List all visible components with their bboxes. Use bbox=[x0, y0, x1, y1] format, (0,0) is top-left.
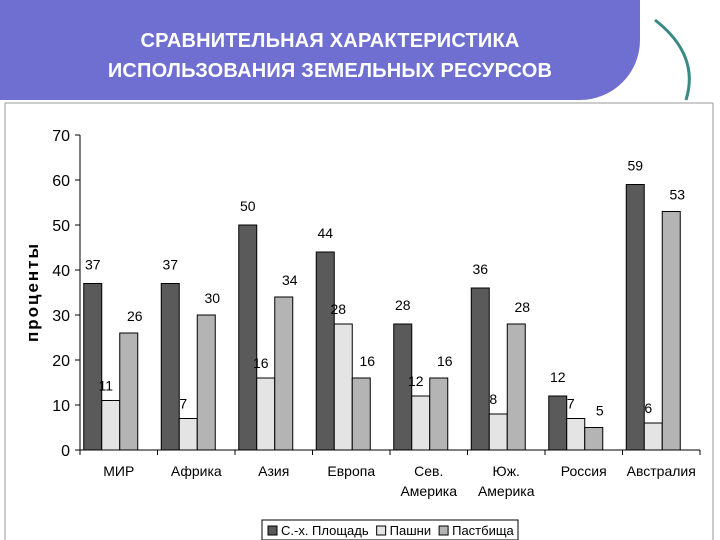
bar bbox=[429, 377, 449, 451]
x-category-label: Азия bbox=[258, 463, 289, 479]
bar bbox=[351, 377, 371, 451]
data-label: 12 bbox=[408, 373, 424, 389]
x-category-label: Сев. bbox=[414, 463, 443, 479]
data-label: 59 bbox=[627, 158, 643, 174]
x-category-label: МИР bbox=[103, 463, 134, 479]
bar bbox=[101, 400, 121, 451]
x-category-label: Россия bbox=[561, 463, 607, 479]
y-tick-label: 60 bbox=[52, 173, 70, 190]
bar bbox=[548, 395, 568, 451]
page-title: СРАВНИТЕЛЬНАЯ ХАРАКТЕРИСТИКА ИСПОЛЬЗОВАН… bbox=[0, 26, 660, 86]
data-label: 28 bbox=[330, 301, 346, 317]
data-label: 34 bbox=[282, 272, 298, 288]
data-label: 44 bbox=[317, 225, 333, 241]
title-banner bbox=[0, 0, 640, 100]
x-category-label: Австралия bbox=[627, 463, 696, 479]
page-title-line-2: ИСПОЛЬЗОВАНИЯ ЗЕМЕЛЬНЫХ РЕСУРСОВ bbox=[107, 60, 553, 82]
x-category-label: Европа bbox=[327, 463, 375, 479]
bar bbox=[584, 427, 604, 451]
bar bbox=[256, 377, 276, 451]
x-category-label: Америка bbox=[400, 483, 457, 499]
y-tick-label: 40 bbox=[52, 263, 70, 280]
bar bbox=[506, 323, 526, 451]
x-category-label: Юж. bbox=[493, 463, 520, 479]
legend-label: Пастбища bbox=[452, 523, 514, 538]
y-tick-label: 70 bbox=[52, 128, 70, 145]
y-tick-label: 50 bbox=[52, 218, 70, 235]
bar bbox=[411, 395, 431, 451]
data-label: 50 bbox=[240, 198, 256, 214]
data-label: 5 bbox=[596, 403, 604, 419]
data-label: 36 bbox=[472, 261, 488, 277]
y-tick-label: 10 bbox=[52, 398, 70, 415]
data-label: 7 bbox=[179, 396, 187, 412]
bar bbox=[119, 332, 139, 451]
bar bbox=[315, 251, 335, 451]
legend-label: С.-х. Площадь bbox=[281, 523, 369, 538]
data-label: 28 bbox=[395, 297, 411, 313]
y-tick-label: 30 bbox=[52, 308, 70, 325]
data-label: 16 bbox=[359, 353, 375, 369]
bar bbox=[333, 323, 353, 451]
x-category-label: Америка bbox=[478, 483, 535, 499]
bar bbox=[238, 224, 258, 451]
bar bbox=[661, 211, 681, 451]
data-label: 37 bbox=[85, 257, 101, 273]
data-label: 8 bbox=[489, 391, 497, 407]
bar bbox=[470, 287, 490, 451]
bar bbox=[178, 418, 198, 451]
banner-swoosh-decoration bbox=[654, 18, 691, 101]
data-label: 16 bbox=[437, 353, 453, 369]
data-label: 53 bbox=[669, 187, 685, 203]
data-label: 30 bbox=[204, 290, 220, 306]
bar bbox=[566, 418, 586, 451]
bar bbox=[274, 296, 294, 451]
data-label: 16 bbox=[253, 355, 269, 371]
bar bbox=[488, 413, 508, 451]
data-label: 26 bbox=[127, 308, 143, 324]
data-label: 11 bbox=[98, 378, 113, 394]
legend-swatch bbox=[376, 525, 387, 536]
data-label: 12 bbox=[550, 369, 566, 385]
data-label: 28 bbox=[514, 299, 530, 315]
bar bbox=[625, 184, 645, 451]
legend-swatch bbox=[267, 525, 278, 536]
x-category-label: Африка bbox=[171, 463, 222, 479]
bar bbox=[196, 314, 216, 451]
y-tick-label: 0 bbox=[61, 443, 70, 460]
legend-box bbox=[261, 519, 519, 540]
data-label: 6 bbox=[644, 400, 652, 416]
y-tick-label: 20 bbox=[52, 353, 70, 370]
data-label: 37 bbox=[162, 257, 178, 273]
legend-swatch bbox=[438, 525, 449, 536]
page-title-line-1: СРАВНИТЕЛЬНАЯ ХАРАКТЕРИСТИКА bbox=[140, 30, 520, 52]
data-label: 7 bbox=[567, 396, 575, 412]
y-axis-title: проценты bbox=[23, 242, 42, 342]
bar bbox=[393, 323, 413, 451]
legend-label: Пашни bbox=[390, 523, 431, 538]
bar bbox=[643, 422, 663, 451]
bar bbox=[83, 283, 103, 451]
bar bbox=[160, 283, 180, 451]
